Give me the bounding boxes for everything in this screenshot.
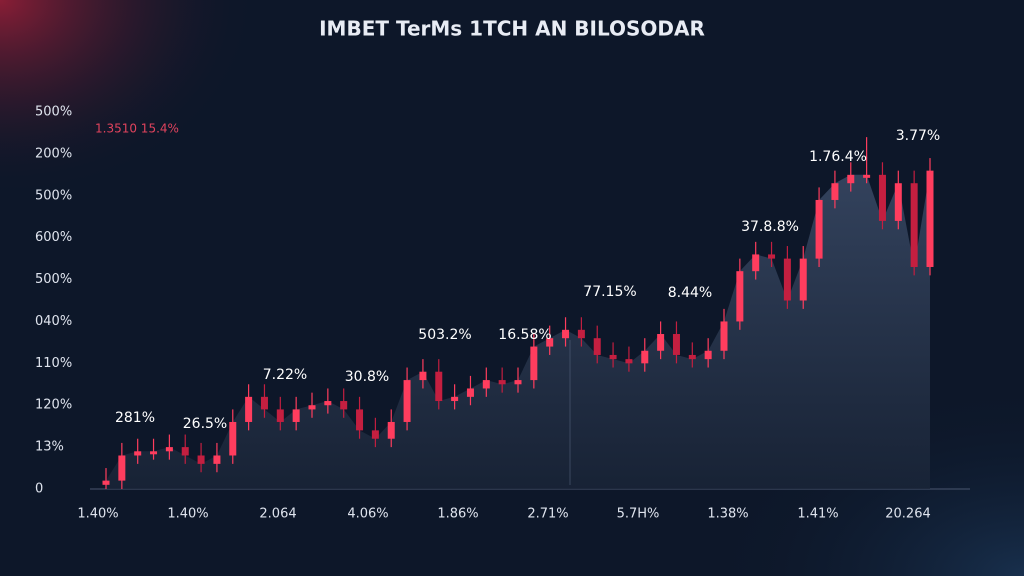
candle-body [514, 380, 522, 385]
x-tick-label: 20.264 [885, 507, 931, 522]
y-tick-label: 500% [35, 188, 72, 203]
candle-body [783, 258, 791, 301]
x-tick-label: 1.38% [707, 507, 748, 522]
chart-title: IMBET TerMs 1TCH AN BILOSODAR [319, 17, 705, 41]
candle-body [435, 371, 443, 402]
candle-body [340, 401, 348, 410]
candle-body [466, 388, 474, 397]
annotation: 30.8% [345, 369, 389, 385]
candle-body [641, 350, 649, 364]
candle-body [562, 329, 570, 339]
subtitle: 1.3510 15.4% [95, 122, 179, 136]
x-tick-label: 1.40% [167, 507, 208, 522]
candle-body [863, 174, 871, 178]
annotation: 77.15% [583, 284, 636, 300]
candle-body [657, 334, 665, 351]
x-tick-label: 2.71% [527, 507, 568, 522]
glow [0, 0, 260, 200]
annotation: 7.22% [263, 367, 307, 383]
annotation: 8.44% [668, 285, 712, 301]
y-tick-label: 500% [35, 105, 72, 120]
candle-body [276, 409, 284, 422]
candle-body [371, 430, 379, 439]
y-tick-label: 0 [35, 482, 43, 497]
y-tick-label: 120% [35, 398, 72, 413]
candle-body [530, 346, 538, 381]
x-tick-label: 5.7H% [617, 507, 660, 522]
candle-body [752, 254, 760, 272]
x-tick-label: 1.86% [437, 507, 478, 522]
candle-body [593, 338, 601, 355]
candle-body [134, 451, 142, 456]
candle-body [926, 170, 934, 267]
candle-body [815, 199, 823, 259]
candle-body [197, 455, 205, 464]
candle-body [688, 354, 696, 360]
candle-body [625, 359, 633, 364]
candle-body [878, 174, 886, 221]
candle-body [704, 350, 712, 360]
candle-body [672, 334, 680, 355]
annotation: 26.5% [183, 416, 227, 432]
candle-body [308, 405, 316, 410]
candle-body [118, 455, 126, 481]
candle-body [720, 321, 728, 351]
candle-body [150, 451, 158, 455]
candle-body [609, 354, 617, 360]
y-tick-label: 600% [35, 230, 72, 245]
candle-body [356, 409, 364, 431]
candle-body [831, 183, 839, 200]
candle-body [229, 421, 237, 456]
candle-body [292, 409, 300, 422]
y-tick-label: 500% [35, 272, 72, 287]
candle-body [894, 183, 902, 221]
y-tick-label: 110% [35, 356, 72, 371]
x-tick-label: 1.41% [797, 507, 838, 522]
candle-body [799, 258, 807, 301]
candle-body [419, 371, 427, 381]
annotation: 37.8.8% [741, 219, 799, 235]
candle-body [451, 396, 459, 402]
annotation: 1.76.4% [809, 149, 867, 165]
candle-body [577, 329, 585, 339]
candle-body [403, 380, 411, 422]
candle-body [181, 447, 189, 456]
candle-body [498, 380, 506, 385]
x-tick-label: 1.40% [77, 507, 118, 522]
candle-body [102, 480, 110, 485]
x-tick-label: 4.06% [347, 507, 388, 522]
candle-body [245, 396, 253, 422]
annotation: 281% [115, 410, 155, 426]
candle-body [736, 271, 744, 322]
candle-body [482, 380, 490, 389]
x-tick-label: 2.064 [259, 507, 296, 522]
annotation: 3.77% [896, 128, 940, 144]
candle-body [768, 254, 776, 259]
annotation: 503.2% [418, 327, 471, 343]
candle-body [910, 183, 918, 267]
y-tick-label: 200% [35, 146, 72, 161]
candle-body [324, 401, 332, 406]
candle-body [165, 447, 173, 452]
y-tick-label: 13% [35, 440, 64, 455]
candle-body [260, 396, 268, 410]
candle-body [387, 421, 395, 439]
candle-body [213, 455, 221, 464]
candle-body [546, 338, 554, 347]
candle-body [847, 174, 855, 184]
y-tick-label: 040% [35, 314, 72, 329]
annotation: 16.58% [498, 327, 551, 343]
